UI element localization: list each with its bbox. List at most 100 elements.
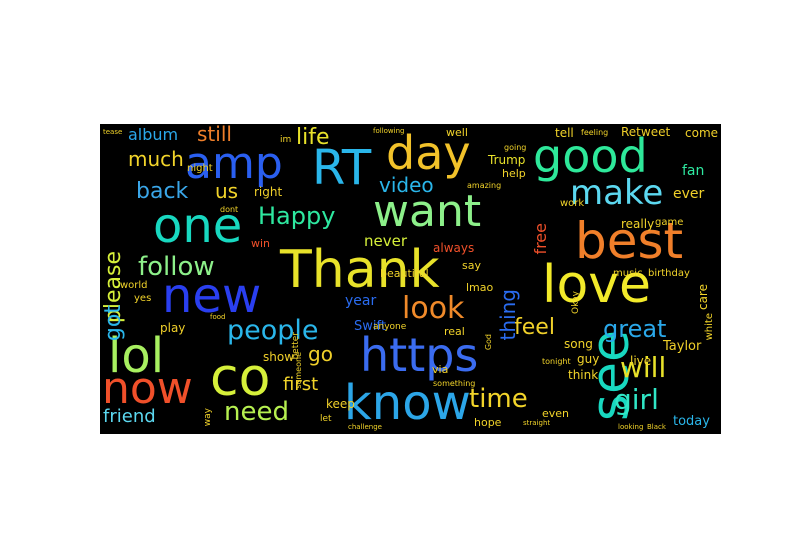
- word-dont: dont: [220, 205, 239, 214]
- word-free: free: [531, 223, 550, 255]
- word-happy: Happy: [258, 202, 336, 230]
- word-okay: Okay: [571, 291, 581, 314]
- word-follow: follow: [138, 252, 215, 282]
- word-one: one: [153, 198, 243, 254]
- word-world: world: [120, 280, 148, 291]
- word-new: new: [162, 268, 262, 324]
- word-need: need: [224, 397, 289, 427]
- word-win: win: [251, 237, 271, 250]
- word-hope: hope: [474, 416, 502, 429]
- word-co: co: [210, 348, 271, 408]
- word-tease: tease: [103, 128, 123, 136]
- word-black: Black: [647, 423, 666, 431]
- word-help: help: [502, 167, 526, 180]
- word-go: go: [308, 342, 333, 366]
- word-way: way: [203, 408, 213, 427]
- word-us: us: [215, 179, 239, 203]
- word-god: God: [484, 334, 493, 351]
- word-game: game: [655, 217, 684, 228]
- word-amp: amp: [185, 138, 283, 189]
- word-thing: thing: [496, 289, 520, 341]
- word-time: time: [469, 384, 528, 414]
- word-white: white: [704, 313, 715, 341]
- word-show: show: [263, 350, 295, 364]
- word-today: today: [673, 414, 710, 429]
- word-year: year: [345, 293, 377, 309]
- word-following: following: [373, 127, 405, 135]
- word-rt: RT: [312, 140, 372, 196]
- word-play: play: [160, 321, 186, 335]
- word-tell: tell: [555, 126, 574, 140]
- word-food: food: [210, 313, 226, 321]
- word-even: even: [542, 407, 570, 420]
- word-fan: fan: [682, 163, 705, 179]
- word-yes: yes: [134, 293, 152, 304]
- word-know: know: [344, 375, 471, 431]
- word-say: say: [462, 259, 481, 272]
- word-lmao: lmao: [466, 281, 494, 294]
- word-right: right: [254, 185, 283, 199]
- word-still: still: [197, 124, 232, 146]
- word-thank: Thank: [280, 240, 440, 300]
- word-much: much: [128, 147, 184, 171]
- word-real: real: [444, 325, 465, 338]
- word-well: well: [446, 126, 468, 139]
- word-retweet: Retweet: [621, 125, 671, 139]
- word-great: great: [603, 315, 667, 343]
- word-tonight: tonight: [542, 357, 571, 366]
- word-swift: Swift: [354, 319, 386, 334]
- word-lol: lol: [108, 328, 165, 384]
- word-love: love: [542, 255, 652, 315]
- word-https: https: [360, 328, 479, 382]
- word-girl: girl: [614, 383, 659, 416]
- word-straight: straight: [523, 419, 551, 427]
- word-amazing: amazing: [467, 181, 502, 190]
- word-album: album: [128, 125, 179, 144]
- word-live: live: [630, 354, 652, 368]
- word-someone: someone: [294, 352, 303, 389]
- word-always: always: [433, 241, 475, 255]
- word-im: im: [280, 135, 292, 145]
- word-good: good: [533, 129, 648, 183]
- word-trump: Trump: [488, 153, 526, 167]
- word-night: night: [187, 163, 213, 174]
- word-challenge: challenge: [348, 423, 382, 431]
- word-let: let: [320, 414, 332, 424]
- word-via: via: [432, 363, 449, 376]
- word-want: want: [373, 186, 482, 237]
- word-first: first: [283, 374, 319, 395]
- word-looking: looking: [618, 423, 644, 431]
- word-feel: feel: [514, 315, 555, 340]
- word-going: going: [504, 143, 527, 152]
- word-think: think: [568, 368, 599, 382]
- word-back: back: [136, 179, 189, 204]
- word-video: video: [379, 173, 434, 197]
- word-got: got: [101, 305, 126, 342]
- word-now: now: [102, 363, 193, 414]
- word-best: best: [575, 212, 684, 270]
- word-friend: friend: [103, 406, 156, 427]
- word-music: music: [613, 268, 643, 279]
- word-guy: guy: [577, 352, 600, 366]
- word-never: never: [364, 232, 408, 250]
- word-birthday: birthday: [648, 268, 690, 279]
- word-look: look: [402, 291, 465, 326]
- word-ever: ever: [673, 186, 705, 202]
- word-people: people: [227, 315, 319, 346]
- word-life: life: [296, 125, 330, 150]
- word-something: something: [433, 379, 476, 388]
- word-will: will: [620, 351, 667, 384]
- word-come: come: [685, 126, 719, 140]
- word-really: really: [621, 217, 655, 231]
- word-feeling: feeling: [581, 128, 609, 137]
- word-keep: keep: [326, 397, 355, 411]
- word-work: work: [560, 198, 585, 209]
- word-day: day: [386, 126, 471, 180]
- word-cloud: https Thank see know want one new love best good R…: [100, 124, 721, 434]
- word-care: care: [696, 284, 710, 311]
- word-anyone: anyone: [373, 322, 407, 332]
- word-taylor: Taylor: [663, 339, 702, 354]
- word-make: make: [570, 173, 664, 213]
- word-beautiful: beautiful: [380, 267, 429, 280]
- word-song: song: [564, 337, 593, 351]
